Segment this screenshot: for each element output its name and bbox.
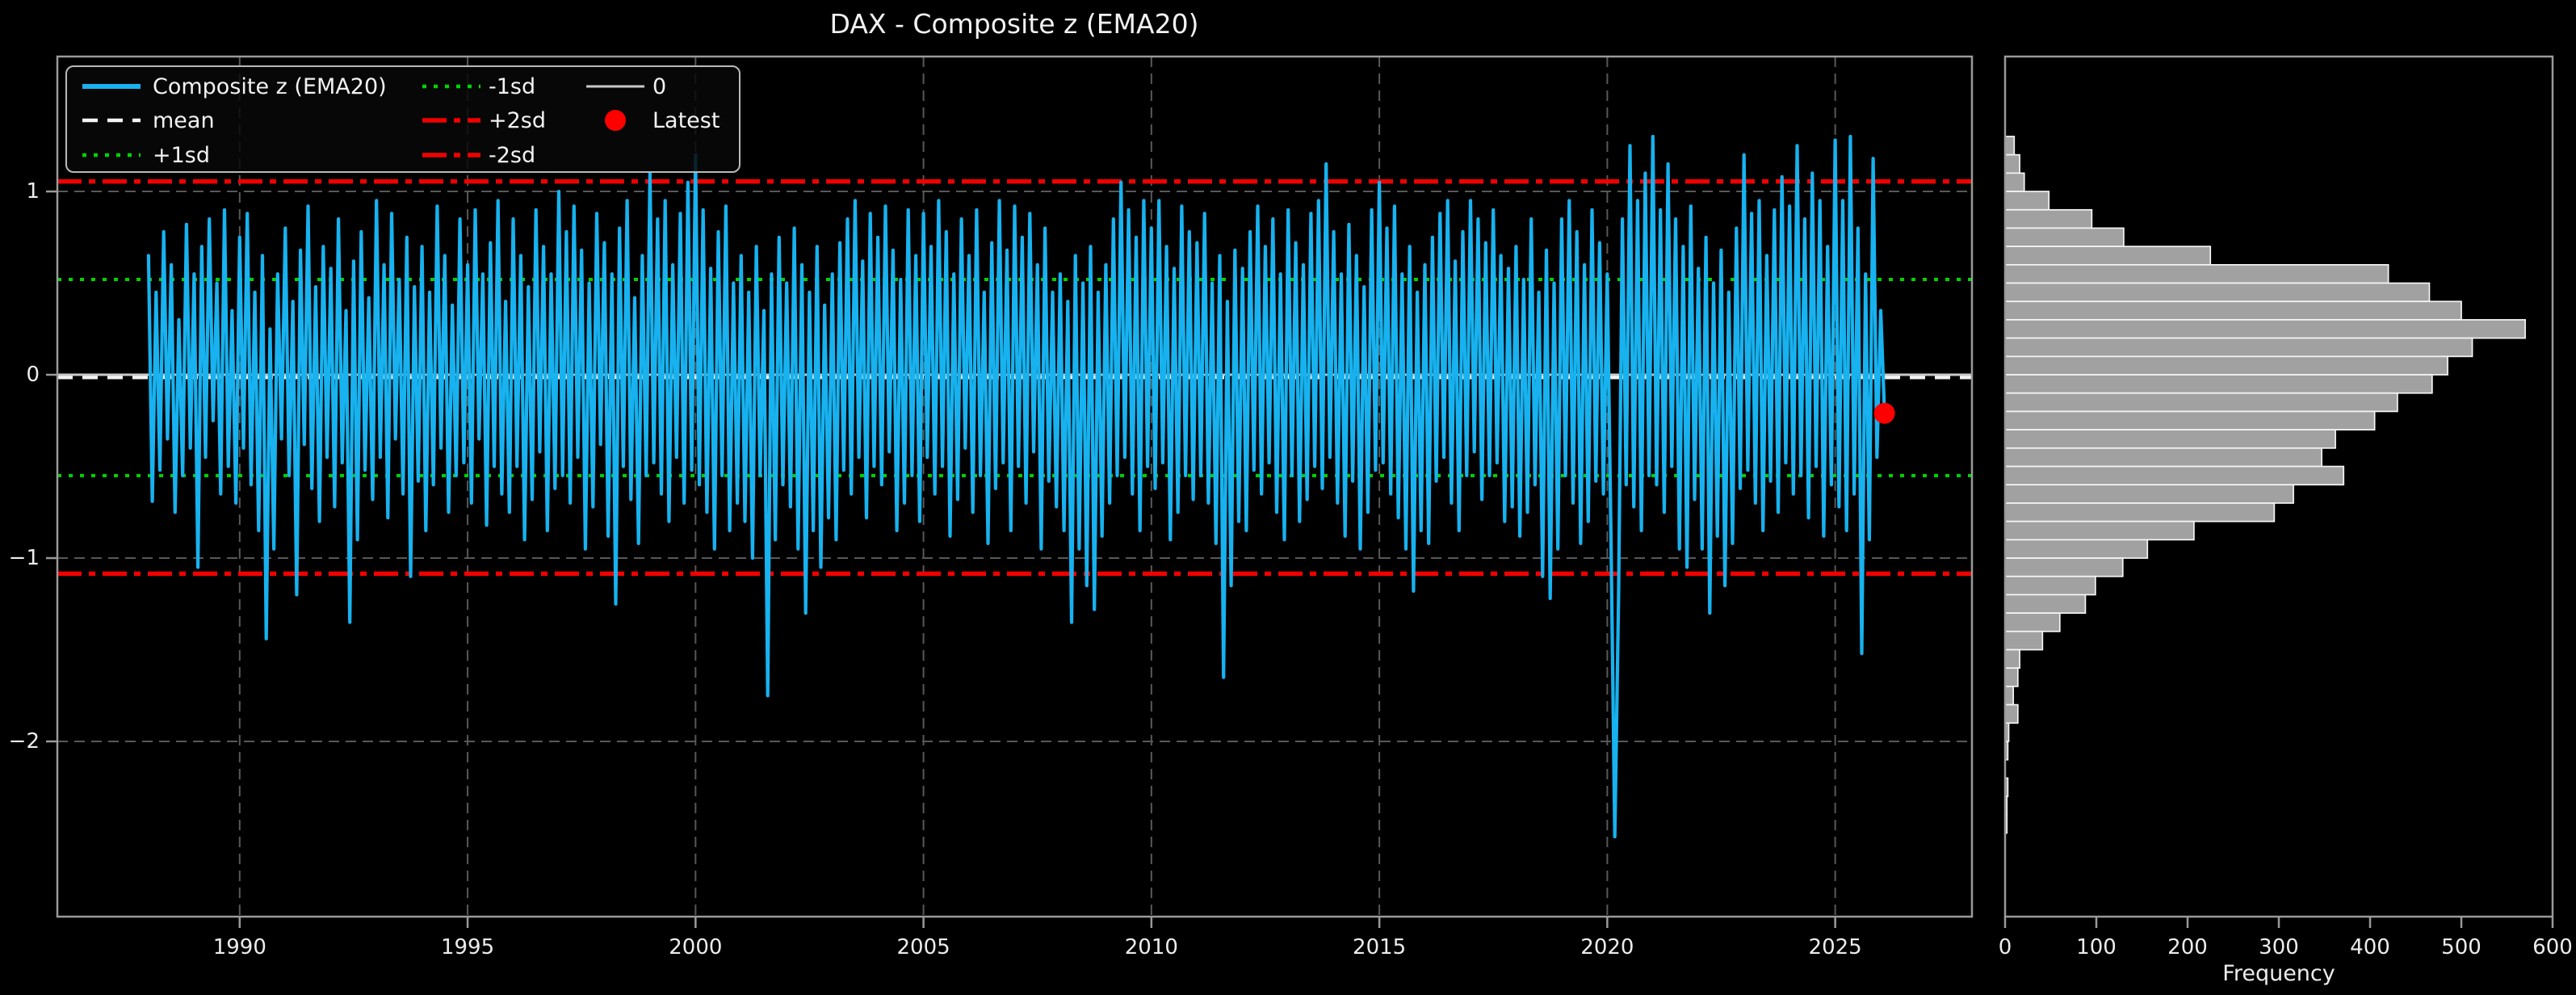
hist-bar xyxy=(2004,319,2526,339)
legend-label: -1sd xyxy=(489,73,536,99)
hist-x-tick-label-300: 300 xyxy=(2259,935,2299,959)
hist-bar xyxy=(2004,227,2125,248)
hist-bar xyxy=(2004,465,2345,486)
hist-bar xyxy=(2004,630,2044,651)
main-plot-border xyxy=(56,55,1974,918)
hist-xaxis-label: Frequency xyxy=(2222,961,2335,986)
latest-dot xyxy=(1873,402,1895,424)
hist-bar xyxy=(2004,136,2016,156)
hist-x-tick-label-200: 200 xyxy=(2167,935,2208,959)
x-tick-label-2020: 2020 xyxy=(1580,935,1634,959)
line-dashed-white-swatch-icon xyxy=(82,118,141,123)
x-tick-label-1995: 1995 xyxy=(440,935,495,959)
legend-entry-mean: mean xyxy=(81,107,215,134)
hist-bar xyxy=(2004,539,2149,559)
hist-bar xyxy=(2004,208,2093,229)
hist-bar xyxy=(2004,246,2212,266)
y-tick-label-0: 0 xyxy=(26,363,40,388)
x-tick-label-2000: 2000 xyxy=(669,935,723,959)
line-thin-gray-swatch-icon xyxy=(586,85,644,88)
hist-bar xyxy=(2004,502,2276,523)
line-dotted-green-swatch-icon xyxy=(422,84,480,89)
legend-label: +2sd xyxy=(489,107,547,133)
legend-entry-2sd: +2sd xyxy=(421,107,546,134)
hist-bar xyxy=(2004,667,2019,687)
hist-bar xyxy=(2004,703,2019,724)
legend-label: Composite z (EMA20) xyxy=(153,73,387,99)
chart-title: DAX - Composite z (EMA20) xyxy=(829,8,1199,40)
hist-x-tick-label-500: 500 xyxy=(2441,935,2482,959)
line-solid-cyan-swatch-icon xyxy=(82,84,141,89)
hist-bar xyxy=(2004,300,2462,321)
hist-bar xyxy=(2004,392,2398,413)
legend-label: mean xyxy=(153,107,215,133)
hist-bar xyxy=(2004,337,2473,358)
legend-label: -2sd xyxy=(489,142,536,168)
legend: Composite z (EMA20) mean +1sd -1sd +2sd -2sd 0… xyxy=(65,65,740,173)
hist-x-tick-label-400: 400 xyxy=(2350,935,2390,959)
hist-bar xyxy=(2004,410,2376,430)
legend-label: Latest xyxy=(652,107,720,133)
legend-label: 0 xyxy=(652,73,667,99)
x-tick-label-2015: 2015 xyxy=(1353,935,1407,959)
hist-x-tick-label-0: 0 xyxy=(1998,935,2012,959)
y-tick-label--1: −1 xyxy=(8,546,40,571)
hist-bar xyxy=(2004,172,2025,192)
composite-line xyxy=(146,134,1886,839)
hist-x-tick-label-100: 100 xyxy=(2076,935,2117,959)
x-tick-label-1990: 1990 xyxy=(212,935,266,959)
hist-bar xyxy=(2004,282,2431,303)
hist-bar xyxy=(2004,649,2020,670)
hist-bar xyxy=(2004,153,2020,174)
legend-entry-1sd: +1sd xyxy=(81,141,210,169)
x-tick-label-2005: 2005 xyxy=(896,935,950,959)
hist-bar xyxy=(2004,264,2389,284)
hist-bar xyxy=(2004,447,2322,468)
hist-bar xyxy=(2004,686,2015,706)
hist-x-tick-label-600: 600 xyxy=(2532,935,2573,959)
latest-dot-swatch-icon xyxy=(605,110,626,131)
hist-bar xyxy=(2004,557,2124,577)
hist-bar xyxy=(2004,612,2061,632)
hist-bar xyxy=(2004,191,2050,211)
hist-bar xyxy=(2004,484,2294,504)
line-dashdot-red-swatch-icon xyxy=(422,153,480,157)
x-tick-label-2025: 2025 xyxy=(1808,935,1862,959)
hist-bar xyxy=(2004,374,2433,394)
legend-label: +1sd xyxy=(153,142,211,168)
legend-entry-latest: Latest xyxy=(585,107,720,134)
hist-bar xyxy=(2004,575,2096,596)
hist-bar xyxy=(2004,594,2087,614)
x-tick-label-2010: 2010 xyxy=(1124,935,1178,959)
y-tick-label--2: −2 xyxy=(8,729,40,754)
legend-entry-2sd: -2sd xyxy=(421,141,535,169)
hist-bar xyxy=(2004,355,2448,376)
hist-bar xyxy=(2004,429,2336,449)
legend-entry-1sd: -1sd xyxy=(421,73,535,100)
line-dotted-green-swatch-icon xyxy=(82,153,141,157)
legend-entry-composite-z-ema20: Composite z (EMA20) xyxy=(81,73,387,100)
line-dashdot-red-swatch-icon xyxy=(422,118,480,123)
y-tick-label-1: 1 xyxy=(26,179,40,204)
hist-bar xyxy=(2004,520,2195,541)
legend-entry-0: 0 xyxy=(585,73,666,100)
